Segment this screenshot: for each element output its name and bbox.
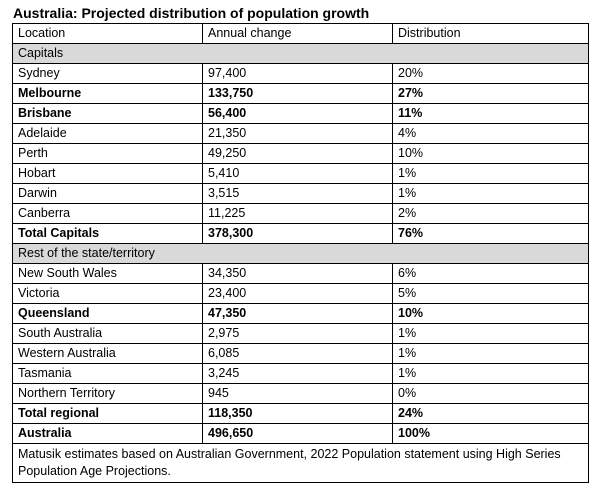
cell-annual-change: 5,410	[202, 163, 393, 184]
cell-annual-change: 47,350	[202, 303, 393, 324]
cell-location: Queensland	[12, 303, 203, 324]
table-row: Australia 496,650 100%	[12, 423, 589, 444]
cell-annual-change: 3,515	[202, 183, 393, 204]
table-row: New South Wales 34,350 6%	[12, 263, 589, 284]
cell-location: Sydney	[12, 63, 203, 84]
cell-distribution: 2%	[392, 203, 589, 224]
table-row: Brisbane 56,400 11%	[12, 103, 589, 124]
cell-distribution: 1%	[392, 183, 589, 204]
cell-location: Perth	[12, 143, 203, 164]
table-row: South Australia 2,975 1%	[12, 323, 589, 344]
cell-annual-change: 21,350	[202, 123, 393, 144]
cell-location: Darwin	[12, 183, 203, 204]
cell-distribution: 6%	[392, 263, 589, 284]
header-annual-change: Annual change	[202, 23, 393, 44]
cell-annual-change: 49,250	[202, 143, 393, 164]
cell-annual-change: 118,350	[202, 403, 393, 424]
section-header-row: Rest of the state/territory	[12, 243, 589, 264]
cell-distribution: 1%	[392, 343, 589, 364]
cell-location: Melbourne	[12, 83, 203, 104]
cell-location: Canberra	[12, 203, 203, 224]
cell-annual-change: 34,350	[202, 263, 393, 284]
population-growth-table: Location Annual change Distribution Capi…	[12, 23, 589, 483]
header-distribution: Distribution	[392, 23, 589, 44]
table-row: Northern Territory 945 0%	[12, 383, 589, 404]
cell-annual-change: 6,085	[202, 343, 393, 364]
header-location: Location	[12, 23, 203, 44]
cell-annual-change: 378,300	[202, 223, 393, 244]
table-row: Tasmania 3,245 1%	[12, 363, 589, 384]
table-row: Melbourne 133,750 27%	[12, 83, 589, 104]
cell-location: Total regional	[12, 403, 203, 424]
table-body: Capitals Sydney 97,400 20% Melbourne 133,750 2…	[12, 43, 589, 444]
cell-location: New South Wales	[12, 263, 203, 284]
cell-location: Tasmania	[12, 363, 203, 384]
cell-annual-change: 2,975	[202, 323, 393, 344]
cell-distribution: 10%	[392, 143, 589, 164]
cell-distribution: 20%	[392, 63, 589, 84]
cell-distribution: 1%	[392, 323, 589, 344]
table-row: Total regional 118,350 24%	[12, 403, 589, 424]
cell-annual-change: 97,400	[202, 63, 393, 84]
table-row: Queensland 47,350 10%	[12, 303, 589, 324]
table-row: Adelaide 21,350 4%	[12, 123, 589, 144]
cell-annual-change: 133,750	[202, 83, 393, 104]
cell-location: Victoria	[12, 283, 203, 304]
header-row: Location Annual change Distribution	[12, 23, 589, 44]
table-row: Perth 49,250 10%	[12, 143, 589, 164]
section-header-row: Capitals	[12, 43, 589, 64]
cell-location: Total Capitals	[12, 223, 203, 244]
table-row: Total Capitals 378,300 76%	[12, 223, 589, 244]
cell-location: Northern Territory	[12, 383, 203, 404]
cell-annual-change: 11,225	[202, 203, 393, 224]
cell-distribution: 10%	[392, 303, 589, 324]
table-title: Australia: Projected distribution of pop…	[13, 5, 370, 21]
cell-distribution: 24%	[392, 403, 589, 424]
cell-location: Australia	[12, 423, 203, 444]
section-label: Rest of the state/territory	[12, 243, 589, 264]
cell-distribution: 1%	[392, 363, 589, 384]
cell-annual-change: 945	[202, 383, 393, 404]
cell-distribution: 5%	[392, 283, 589, 304]
cell-annual-change: 23,400	[202, 283, 393, 304]
source-note: Matusik estimates based on Australian Go…	[12, 443, 589, 483]
table-row: Sydney 97,400 20%	[12, 63, 589, 84]
cell-distribution: 100%	[392, 423, 589, 444]
note-row: Matusik estimates based on Australian Go…	[12, 443, 589, 483]
table-row: Victoria 23,400 5%	[12, 283, 589, 304]
cell-annual-change: 56,400	[202, 103, 393, 124]
cell-distribution: 76%	[392, 223, 589, 244]
cell-location: Brisbane	[12, 103, 203, 124]
cell-location: Hobart	[12, 163, 203, 184]
table-row: Darwin 3,515 1%	[12, 183, 589, 204]
table-row: Hobart 5,410 1%	[12, 163, 589, 184]
cell-location: Western Australia	[12, 343, 203, 364]
cell-annual-change: 3,245	[202, 363, 393, 384]
cell-location: South Australia	[12, 323, 203, 344]
section-label: Capitals	[12, 43, 589, 64]
table-row: Western Australia 6,085 1%	[12, 343, 589, 364]
cell-distribution: 1%	[392, 163, 589, 184]
cell-location: Adelaide	[12, 123, 203, 144]
cell-distribution: 27%	[392, 83, 589, 104]
cell-annual-change: 496,650	[202, 423, 393, 444]
table-row: Canberra 11,225 2%	[12, 203, 589, 224]
cell-distribution: 11%	[392, 103, 589, 124]
cell-distribution: 0%	[392, 383, 589, 404]
cell-distribution: 4%	[392, 123, 589, 144]
